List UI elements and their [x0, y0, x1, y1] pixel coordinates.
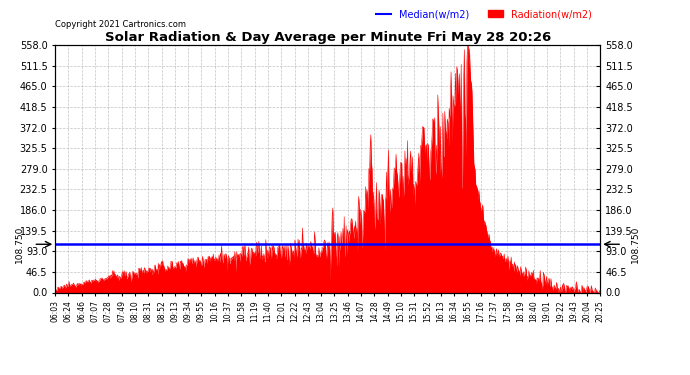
Text: Copyright 2021 Cartronics.com: Copyright 2021 Cartronics.com [55, 20, 186, 29]
Text: 108.750: 108.750 [15, 226, 24, 263]
Text: 108.750: 108.750 [631, 226, 640, 263]
Legend: Median(w/m2), Radiation(w/m2): Median(w/m2), Radiation(w/m2) [373, 5, 595, 23]
Title: Solar Radiation & Day Average per Minute Fri May 28 20:26: Solar Radiation & Day Average per Minute… [105, 31, 551, 44]
